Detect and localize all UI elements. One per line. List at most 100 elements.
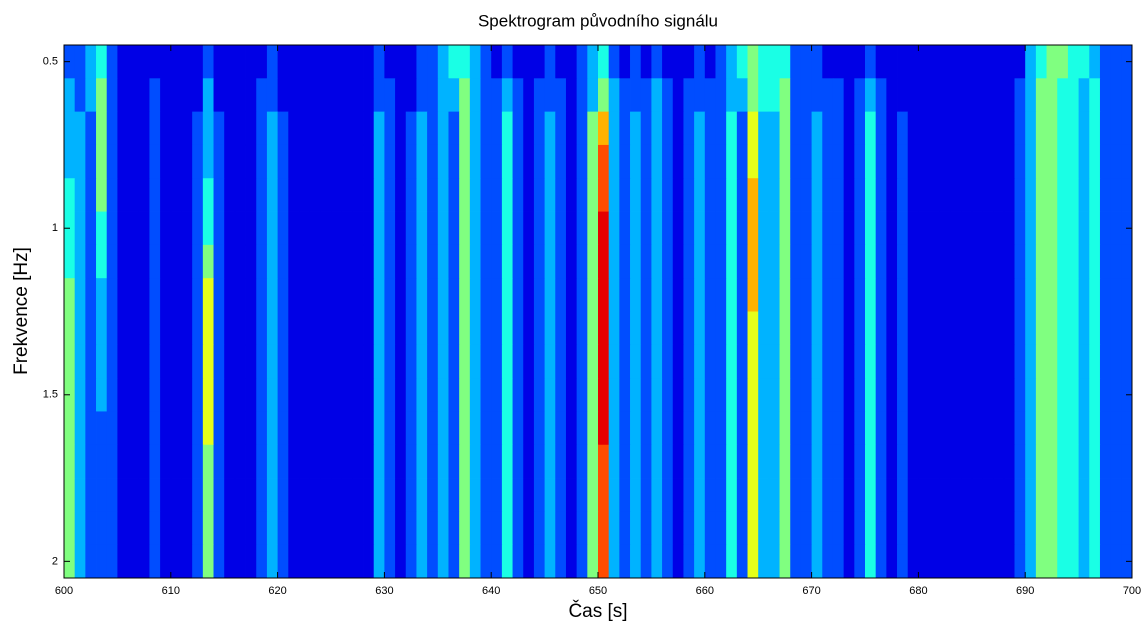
cell [726,511,738,546]
cell [117,78,129,113]
cell [138,211,150,246]
cell [768,45,780,79]
cell [875,478,887,512]
cell [277,311,289,346]
cell [587,378,599,412]
cell [694,378,706,412]
cell [288,78,300,113]
cell [106,278,118,312]
cell [74,444,86,479]
cell [405,178,417,212]
cell [459,511,471,546]
cell [213,378,225,412]
cell [245,45,257,79]
cell [576,211,588,246]
cell [918,544,930,579]
cell [298,344,311,379]
cell [138,378,150,412]
cell [907,344,919,379]
cell [277,211,289,246]
cell [523,544,535,579]
cell [704,311,716,346]
cell [181,411,193,446]
cell [843,478,855,512]
cell [832,244,845,279]
cell [149,78,161,113]
cell [202,144,214,179]
cell [576,278,588,312]
cell [138,544,150,579]
cell [149,411,161,446]
cell [128,111,140,146]
cell [1110,244,1122,279]
cell [331,45,343,79]
cell [704,45,716,79]
cell [128,344,140,379]
cell [1025,144,1037,179]
cell [96,444,108,479]
cell [950,444,962,479]
cell [149,244,161,279]
cell [74,411,86,446]
cell [811,144,823,179]
cell [907,178,919,212]
cell [395,244,407,279]
cell [106,544,118,579]
cell [811,244,823,279]
cell [961,211,973,246]
cell [779,344,791,379]
cell [405,511,417,546]
cell [715,211,727,246]
cell [854,444,866,479]
cell [715,311,727,346]
cell [961,244,973,279]
cell [1003,278,1015,312]
cell [1089,311,1101,346]
cell [1121,511,1133,546]
cell [192,78,204,113]
cell [768,378,780,412]
cell [672,378,684,412]
cell [149,178,161,212]
cell [822,211,834,246]
cell [1014,178,1026,212]
cell [587,411,599,446]
cell [779,144,791,179]
cell [266,211,278,246]
cell [1046,344,1058,379]
cell [170,511,182,546]
cell [523,511,535,546]
cell [768,78,780,113]
cell [459,544,471,579]
cell [1121,278,1133,312]
cell [587,144,599,179]
cell [341,378,353,412]
cell [245,278,257,312]
cell [1099,244,1112,279]
cell [74,478,86,512]
cell [1099,378,1112,412]
cell [480,144,492,179]
cell [971,544,983,579]
cell [1046,111,1058,146]
cell [74,278,86,312]
cell [800,511,812,546]
cell [630,178,642,212]
cell [843,311,855,346]
cell [619,45,631,79]
cell [170,544,182,579]
cell [512,78,524,113]
cell [128,78,140,113]
cell [758,244,770,279]
cell [341,478,353,512]
cell [1003,344,1015,379]
cell [587,544,599,579]
cell [971,478,983,512]
cell [1067,444,1079,479]
cell [779,478,791,512]
cell [961,111,973,146]
cell [437,144,449,179]
cell [352,444,364,479]
cell [918,411,930,446]
cell [683,544,695,579]
